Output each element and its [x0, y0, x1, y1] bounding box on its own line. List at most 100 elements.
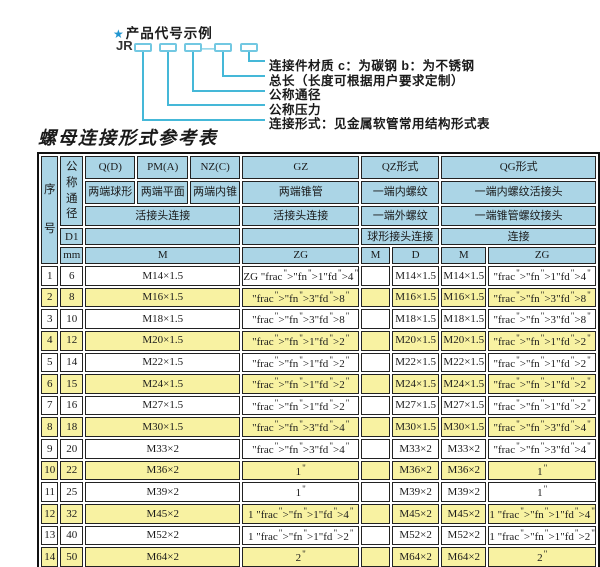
table-row: 6 15 M24×1.5 "frac">"fn">1"fd">2" M24×1.5 M24… — [41, 374, 596, 394]
cell-qg-zg: "frac">"fn">3"fd">4" — [488, 439, 596, 459]
cell-serial: 1 — [41, 266, 59, 286]
cell-gz-zg: 1" — [242, 482, 360, 503]
header-desc-qg: 一端内螺纹活接头 — [441, 180, 596, 204]
code-box-2 — [159, 43, 177, 52]
cell-dn: 16 — [60, 395, 84, 416]
cell-serial: 10 — [41, 460, 59, 481]
cell-qz-d: M36×2 — [391, 460, 440, 481]
cell-m: M24×1.5 — [85, 374, 241, 394]
cell-dn: 15 — [60, 374, 84, 394]
cell-qz-m — [361, 309, 390, 329]
cell-dn: 18 — [60, 417, 84, 438]
table-row: 1 6 M14×1.5 ZG "frac">"fn">1"fd">4" M14×1.5 M… — [41, 266, 596, 286]
header-group-qg: QG形式 — [441, 156, 596, 179]
cell-qg-zg: "frac">"fn">1"fd">2" — [488, 395, 596, 416]
header-conn-qz: 一端外螺纹 — [361, 205, 440, 227]
table-row: 4 12 M20×1.5 "frac">"fn">1"fd">2" M20×1.5 M20… — [41, 330, 596, 351]
cell-m: M33×2 — [85, 439, 241, 459]
code-label-form: 连接形式：见金属软管常用结构形式表 — [269, 117, 491, 131]
cell-gz-zg: "frac">"fn">1"fd">2" — [242, 352, 360, 373]
connector-line — [167, 52, 265, 106]
cell-qz-d: M64×2 — [391, 547, 440, 567]
table-row: 5 14 M22×1.5 "frac">"fn">1"fd">2" M22×1.5 M22… — [41, 352, 596, 373]
cell-serial: 4 — [41, 330, 59, 351]
cell-gz-zg: "frac">"fn">1"fd">2" — [242, 330, 360, 351]
cell-dn: 10 — [60, 309, 84, 329]
cell-qz-m — [361, 547, 390, 567]
cell-gz-zg: "frac">"fn">3"fd">4" — [242, 439, 360, 459]
header-serial-text: 序号 — [43, 183, 56, 235]
header-nominal-diameter: 公称通径 — [60, 156, 84, 227]
header-unit-m2: M — [361, 247, 390, 264]
cell-qg-m: M22×1.5 — [441, 352, 487, 373]
header-d1: D1 — [60, 228, 84, 246]
cell-gz-zg: ZG "frac">"fn">1"fd">4" — [242, 266, 360, 286]
cell-gz-zg: "frac">"fn">1"fd">2" — [242, 374, 360, 394]
header-serial: 序号 — [41, 156, 59, 264]
cell-qg-m: M24×1.5 — [441, 374, 487, 394]
cell-gz-zg: "frac">"fn">3"fd">8" — [242, 309, 360, 329]
cell-m: M16×1.5 — [85, 287, 241, 308]
cell-qz-d: M16×1.5 — [391, 287, 440, 308]
header-group-pma: PM(A) — [137, 156, 188, 179]
cell-serial: 12 — [41, 504, 59, 524]
cell-qz-m — [361, 287, 390, 308]
table-row: 11 25 M39×2 1" M39×2 M39×2 1" — [41, 482, 596, 503]
header-conn-gz: 活接头连接 — [242, 205, 360, 227]
cell-dn: 22 — [60, 460, 84, 481]
cell-dn: 32 — [60, 504, 84, 524]
cell-qg-m: M27×1.5 — [441, 395, 487, 416]
cell-qz-d: M14×1.5 — [391, 266, 440, 286]
cell-qg-zg: "frac">"fn">3"fd">4" — [488, 417, 596, 438]
header-conn-qg: 一端锥管螺纹接头 — [441, 205, 596, 227]
header-mm: mm — [60, 247, 84, 264]
cell-qz-m — [361, 395, 390, 416]
cell-qg-m: M52×2 — [441, 525, 487, 546]
product-code-diagram: ★产品代号示例 JR — 连接件材质 c：为碳钢 b：为不锈钢 总长（长度可根据… — [0, 0, 600, 131]
table-title: 螺母连接形式参考表 — [38, 128, 218, 148]
cell-qz-d: M22×1.5 — [391, 352, 440, 373]
cell-qz-d: M20×1.5 — [391, 330, 440, 351]
cell-gz-zg: "frac">"fn">1"fd">2" — [242, 395, 360, 416]
table-row: 9 20 M33×2 "frac">"fn">3"fd">4" M33×2 M33×2 "f… — [41, 439, 596, 459]
code-box-5 — [240, 43, 258, 52]
cell-qz-d: M24×1.5 — [391, 374, 440, 394]
star-icon: ★ — [113, 27, 125, 41]
header-empty-cell — [85, 228, 241, 246]
header-connect: 连接 — [441, 228, 596, 246]
cell-gz-zg: "frac">"fn">3"fd">4" — [242, 417, 360, 438]
header-unit-m3: M — [441, 247, 487, 264]
cell-qz-m — [361, 266, 390, 286]
table-row: 14 50 M64×2 2" M64×2 M64×2 2" — [41, 547, 596, 567]
cell-m: M22×1.5 — [85, 352, 241, 373]
header-group-qz: QZ形式 — [361, 156, 440, 179]
cell-dn: 25 — [60, 482, 84, 503]
cell-m: M27×1.5 — [85, 395, 241, 416]
header-desc-gz: 两端锥管 — [242, 180, 360, 204]
cell-m: M52×2 — [85, 525, 241, 546]
header-unit-d: D — [391, 247, 440, 264]
code-dash: — — [202, 41, 214, 55]
cell-qz-d: M39×2 — [391, 482, 440, 503]
cell-qg-zg: "frac">"fn">3"fd">8" — [488, 287, 596, 308]
diagram-title-text: 产品代号示例 — [125, 26, 213, 41]
cell-m: M20×1.5 — [85, 330, 241, 351]
table-row: 7 16 M27×1.5 "frac">"fn">1"fd">2" M27×1.5 M27… — [41, 395, 596, 416]
cell-qz-m — [361, 352, 390, 373]
cell-qz-d: M33×2 — [391, 439, 440, 459]
cell-m: M36×2 — [85, 460, 241, 481]
cell-qg-zg: 1 "frac">"fn">1"fd">2" — [488, 525, 596, 546]
header-group-nzc: NZ(C) — [189, 156, 241, 179]
connector-line — [142, 52, 265, 121]
cell-serial: 11 — [41, 482, 59, 503]
cell-qg-m: M30×1.5 — [441, 417, 487, 438]
table-row: 13 40 M52×2 1 "frac">"fn">1"fd">2" M52×2 M52×… — [41, 525, 596, 546]
cell-serial: 9 — [41, 439, 59, 459]
cell-qz-m — [361, 525, 390, 546]
cell-qg-zg: "frac">"fn">3"fd">8" — [488, 309, 596, 329]
code-prefix: JR — [116, 38, 133, 53]
header-group-qd: Q(D) — [85, 156, 136, 179]
cell-qz-d: M30×1.5 — [391, 417, 440, 438]
header-desc-qz: 一端内螺纹 — [361, 180, 440, 204]
table-row: 3 10 M18×1.5 "frac">"fn">3"fd">8" M18×1.5 M18… — [41, 309, 596, 329]
